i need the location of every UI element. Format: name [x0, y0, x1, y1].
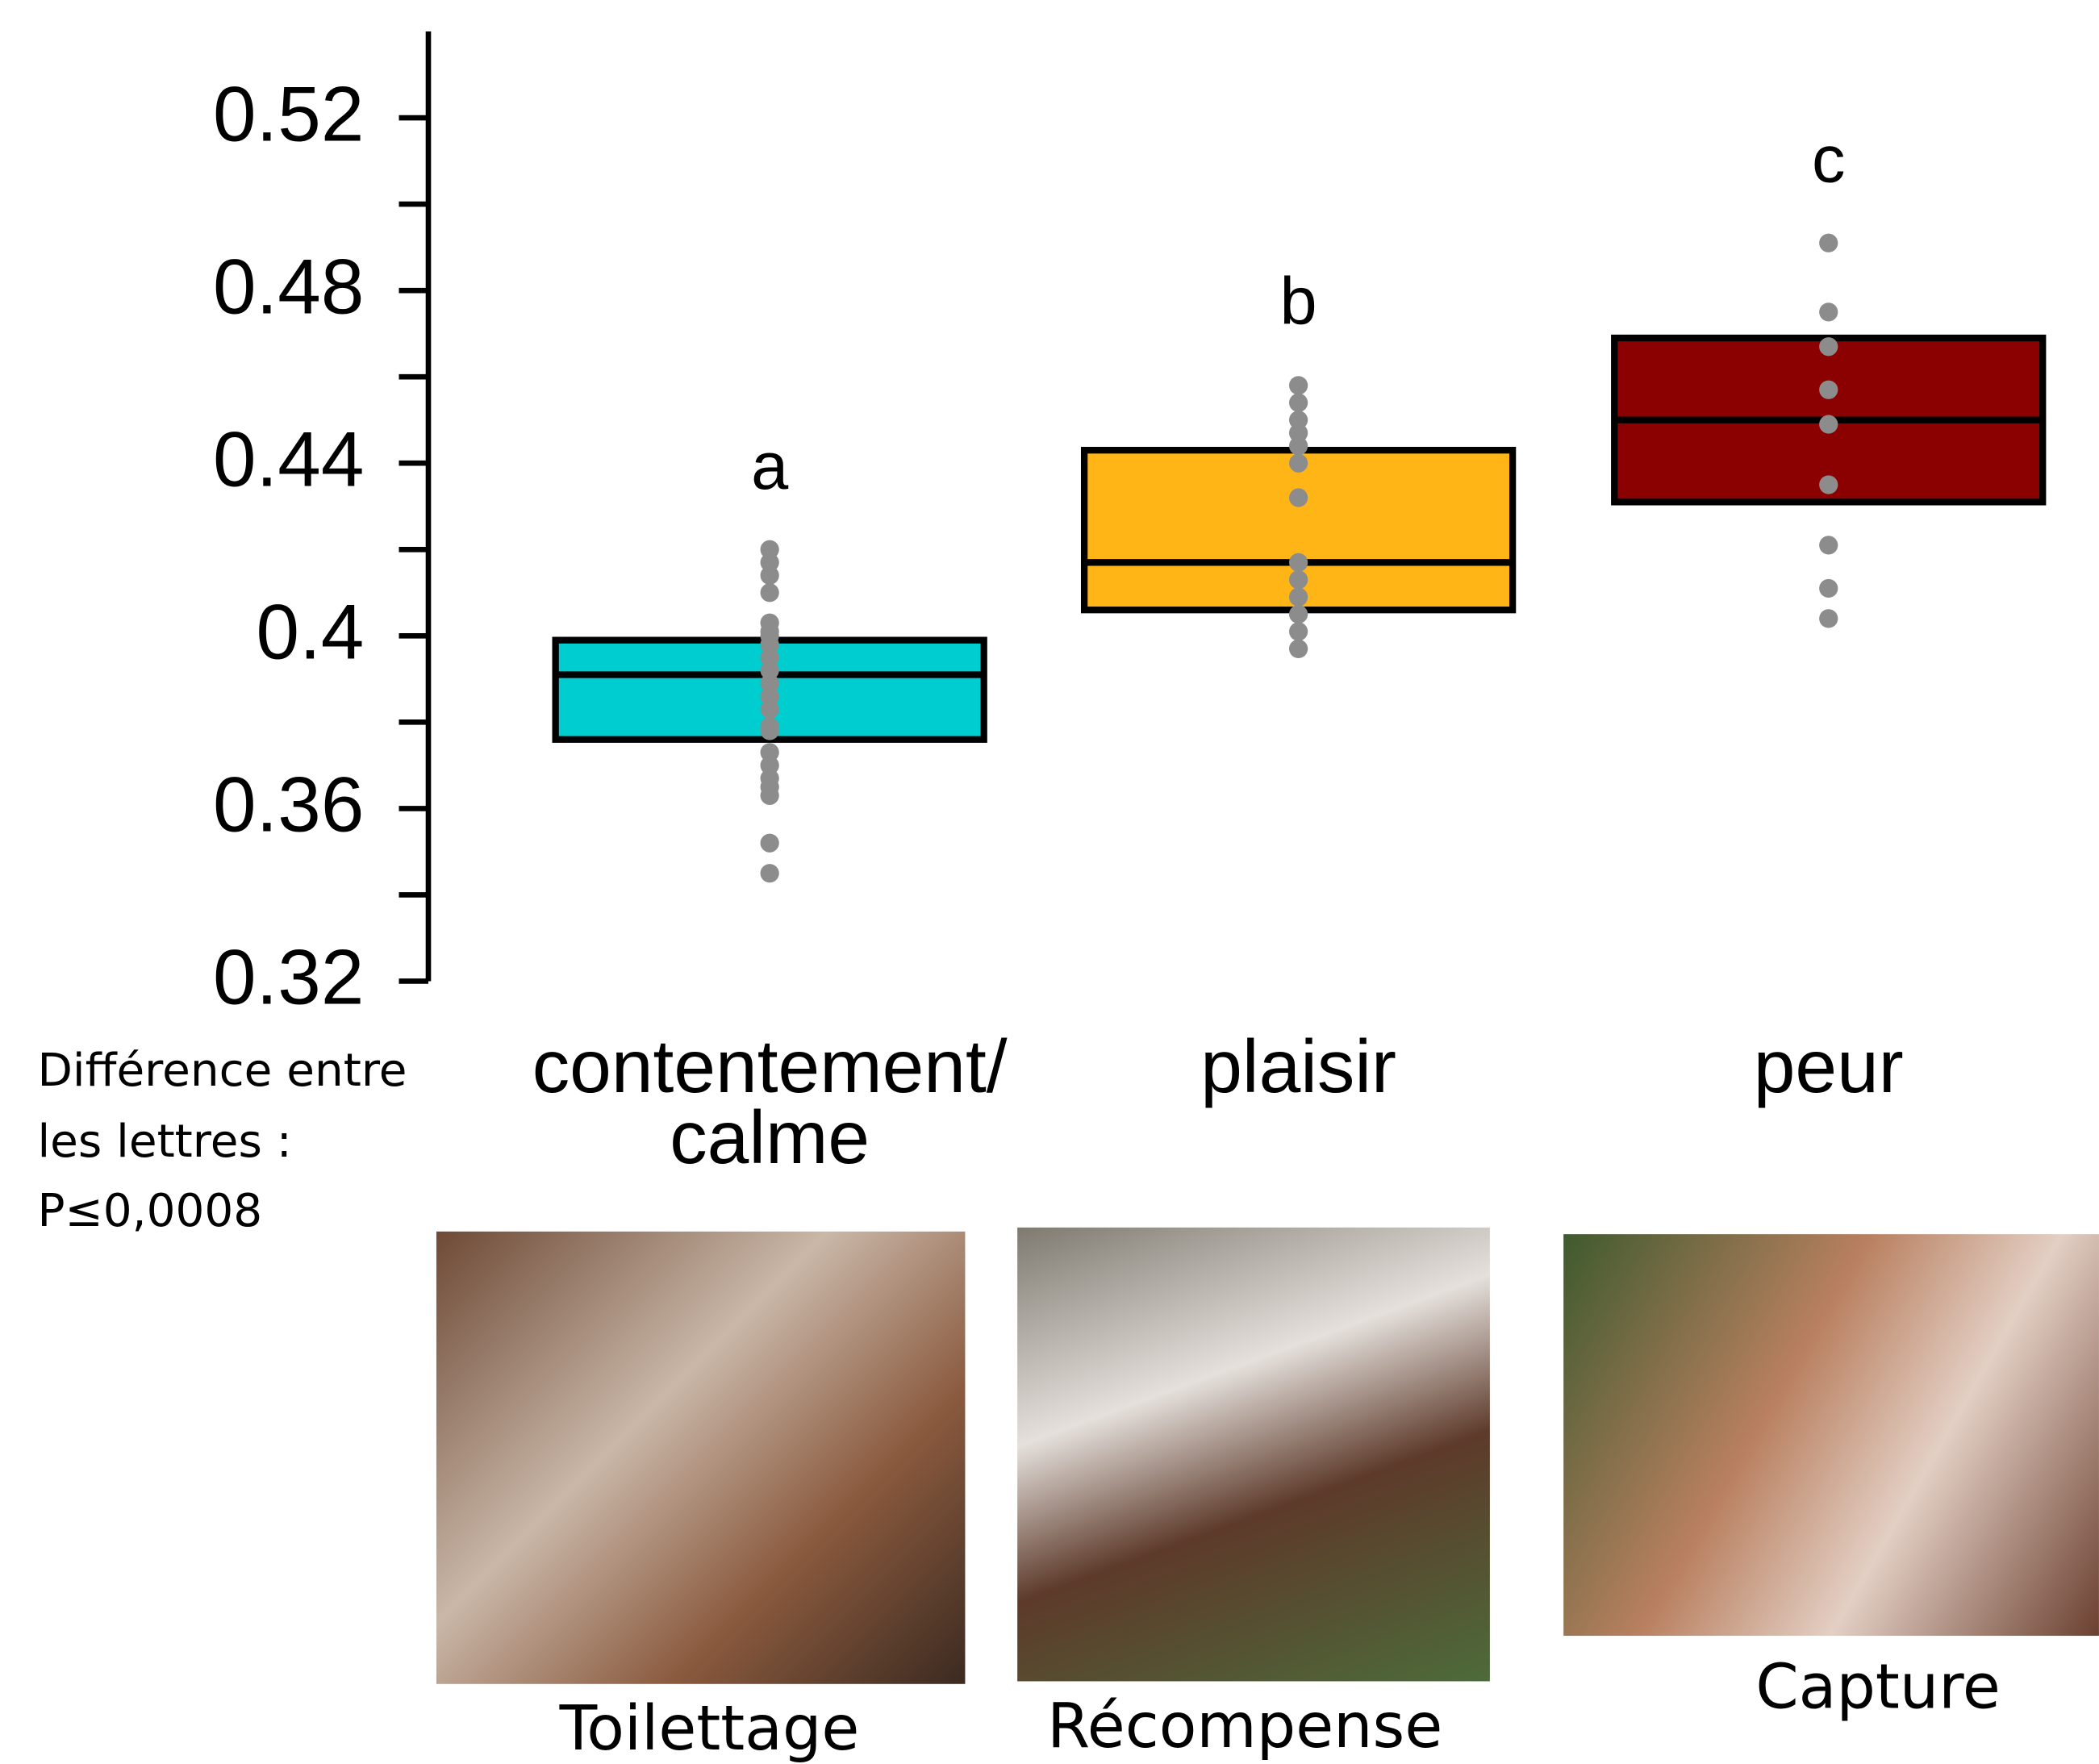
data-point: [761, 834, 779, 853]
data-point: [1819, 536, 1838, 554]
significance-note: Différence entre les lettres : P≤0,0008: [37, 1036, 407, 1248]
data-point: [1289, 488, 1308, 507]
y-tick-label: 0.52: [96, 77, 364, 154]
data-point: [761, 700, 779, 719]
x-tick-label: peur: [1521, 1031, 2099, 1102]
data-point: [1289, 376, 1308, 394]
data-point: [1289, 553, 1308, 572]
data-point: [1819, 475, 1838, 494]
x-tick-label: plaisir: [991, 1031, 1606, 1102]
photo: [1017, 1228, 1490, 1682]
data-point: [1289, 605, 1308, 623]
data-point: [1289, 570, 1308, 589]
significance-letter: a: [703, 432, 837, 498]
data-point: [761, 864, 779, 882]
data-point: [1819, 415, 1838, 433]
y-tick-label: 0.48: [96, 249, 364, 327]
data-point: [1289, 394, 1308, 412]
y-tick-label: 0.4: [96, 594, 364, 672]
significance-letter: c: [1762, 125, 1896, 192]
data-point: [1819, 337, 1838, 356]
data-point: [1289, 436, 1308, 455]
x-tick-label: contentement/ calme: [461, 1031, 1077, 1174]
data-point: [761, 566, 779, 585]
photo-caption: Récompense: [964, 1695, 1526, 1756]
y-tick-label: 0.32: [96, 940, 364, 1017]
significance-letter: b: [1232, 268, 1366, 335]
photo-caption: Toilettage: [428, 1697, 991, 1758]
data-point: [761, 583, 779, 602]
data-point: [1819, 302, 1838, 321]
data-point: [1289, 588, 1308, 607]
y-tick-label: 0.36: [96, 767, 364, 844]
photo-caption: Capture: [1597, 1656, 2099, 1717]
stage: Différence entre les lettres : P≤0,0008 …: [0, 0, 2099, 1762]
data-point: [1289, 640, 1308, 658]
data-point: [1289, 622, 1308, 640]
data-point: [1289, 454, 1308, 473]
data-point: [761, 721, 779, 740]
data-point: [1819, 609, 1838, 628]
data-point: [1819, 234, 1838, 252]
photo: [1563, 1234, 2099, 1636]
data-point: [1819, 381, 1838, 399]
photo: [436, 1232, 965, 1684]
y-tick-label: 0.44: [96, 422, 364, 499]
data-point: [1819, 579, 1838, 598]
data-point: [761, 786, 779, 805]
page: Différence entre les lettres : P≤0,0008 …: [0, 0, 2099, 1762]
